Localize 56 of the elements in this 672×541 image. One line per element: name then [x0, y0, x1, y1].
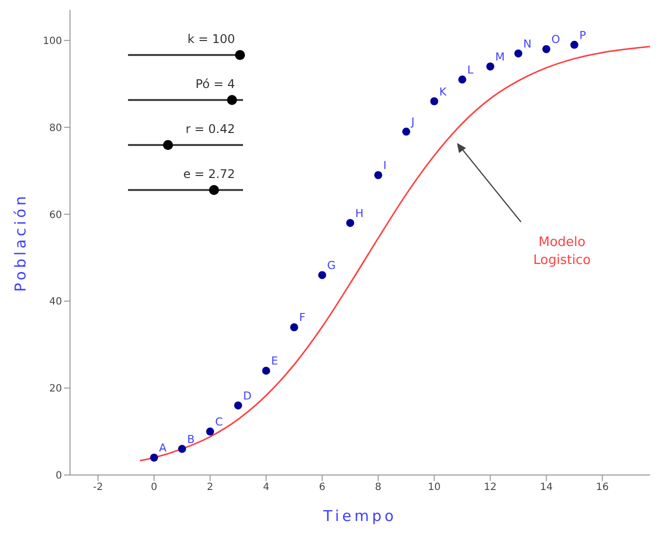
data-label: C — [215, 416, 224, 429]
data-label: E — [271, 354, 278, 368]
data-label: D — [243, 389, 252, 402]
point — [402, 128, 410, 136]
point — [374, 171, 382, 180]
point — [514, 49, 522, 58]
point — [486, 62, 494, 70]
point — [178, 444, 186, 453]
data-label: L — [467, 64, 474, 77]
line-series — [139, 46, 650, 462]
data-label: I — [383, 159, 386, 172]
x-tick-label: 2 — [206, 482, 214, 494]
annotation: r = 0.42 — [184, 122, 236, 136]
data-label: J — [410, 116, 414, 129]
point — [570, 40, 578, 49]
x-tick-label: 12 — [484, 482, 497, 494]
point — [290, 323, 298, 332]
x-axis-title: Tiempo — [322, 507, 397, 525]
y-tick-label: 40 — [49, 296, 62, 308]
data-label: A — [159, 442, 168, 455]
x-tick-label: -2 — [93, 482, 104, 494]
data-label: M — [495, 50, 505, 64]
annotation: Pó = 4 — [194, 77, 236, 91]
y-tick-label: 60 — [49, 210, 62, 221]
x-tick-label: 6 — [318, 482, 326, 494]
x-tick-label: 16 — [596, 482, 609, 494]
annotation: e = 2.72 — [182, 167, 236, 181]
point — [318, 271, 326, 280]
y-tick-label: 0 — [56, 470, 62, 482]
point — [150, 454, 158, 462]
annotation: Modelo Logistico — [532, 234, 592, 270]
point — [206, 428, 214, 436]
x-tick-label: 8 — [375, 482, 382, 494]
x-tick-label: 14 — [540, 482, 553, 494]
x-tick-label: 0 — [150, 482, 158, 494]
data-label: F — [299, 311, 306, 324]
y-axis-title: Población — [11, 193, 30, 292]
y-tick-label: 80 — [49, 122, 62, 134]
data-label: K — [439, 85, 448, 98]
data-label: H — [355, 206, 364, 220]
point — [234, 401, 242, 410]
data-label: B — [187, 432, 195, 446]
point — [346, 218, 354, 227]
data-label: P — [579, 28, 586, 42]
data-label: N — [523, 37, 532, 50]
point — [458, 76, 466, 84]
point — [430, 97, 438, 106]
y-tick-label: 20 — [49, 384, 62, 395]
x-tick-label: 10 — [428, 482, 441, 494]
x-tick-label: 4 — [262, 482, 270, 494]
y-tick-label: 100 — [42, 36, 62, 47]
annotation: k = 100 — [186, 32, 236, 46]
data-label: G — [327, 259, 336, 272]
point — [542, 45, 550, 54]
data-label: O — [551, 33, 560, 46]
point — [262, 366, 270, 375]
